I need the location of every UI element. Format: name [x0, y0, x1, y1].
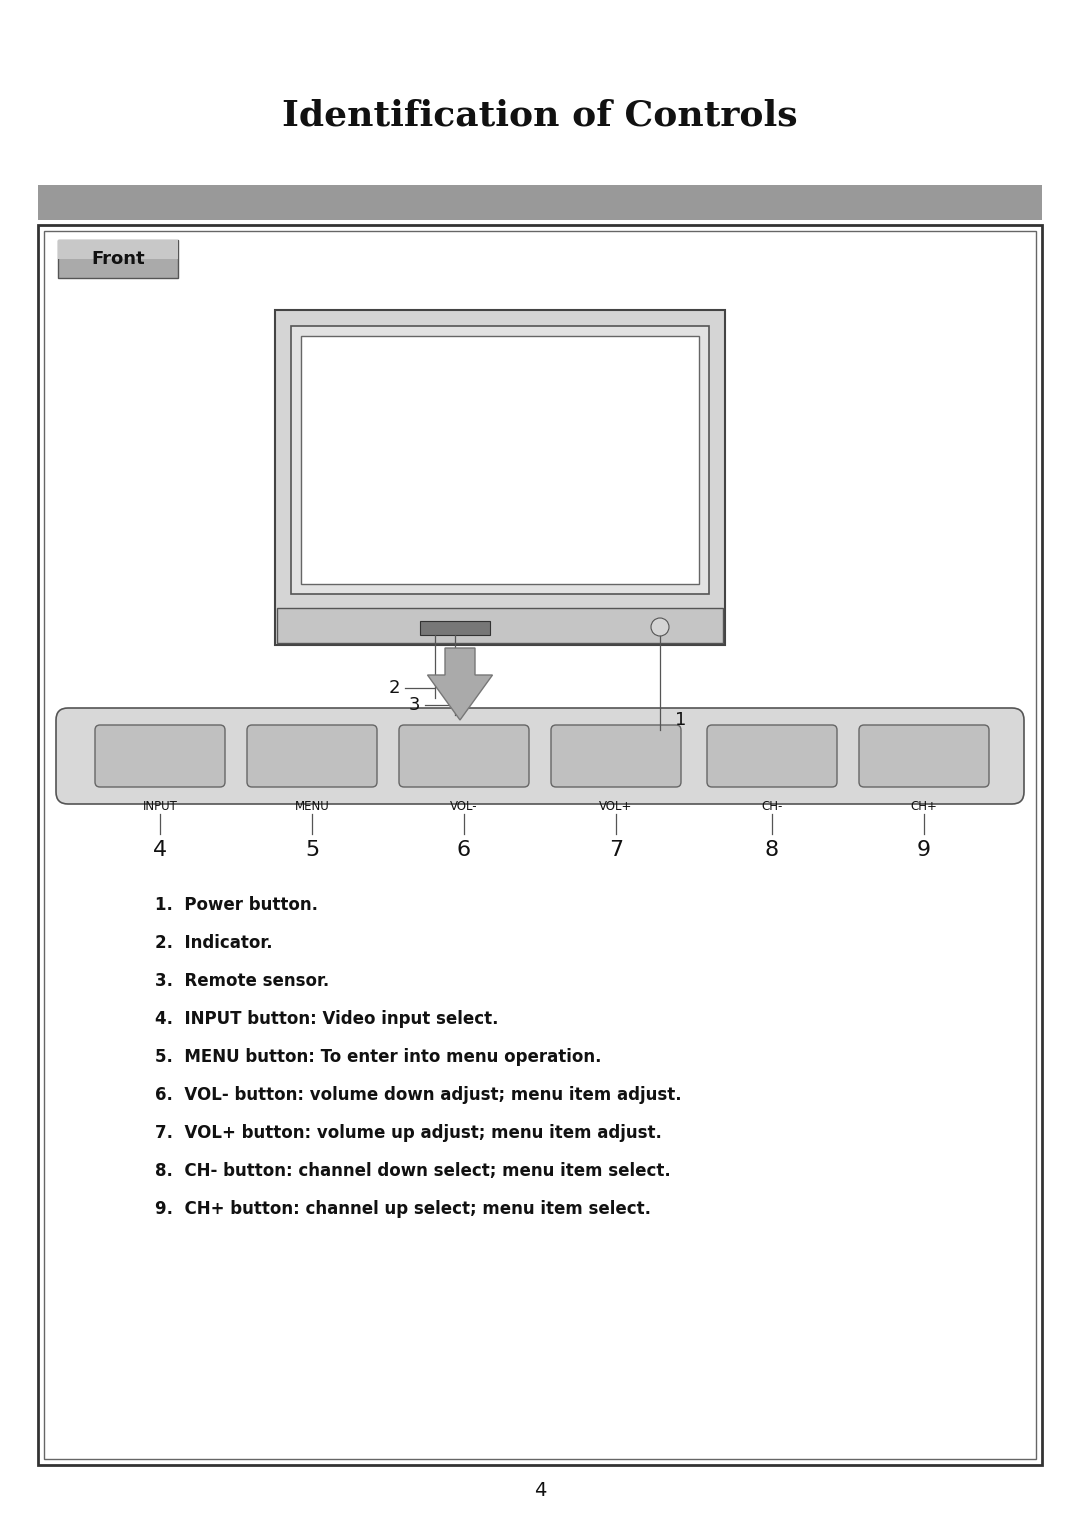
Text: 4.  INPUT button: Video input select.: 4. INPUT button: Video input select. — [156, 1010, 499, 1028]
Bar — [420, 620, 490, 636]
Text: VOL-: VOL- — [450, 801, 477, 813]
FancyBboxPatch shape — [707, 724, 837, 787]
Bar — [38, 225, 1042, 1465]
Text: 4: 4 — [534, 1481, 546, 1499]
Bar — [58, 240, 178, 260]
Text: 1: 1 — [675, 711, 687, 729]
Text: CH+: CH+ — [910, 801, 937, 813]
Text: 2: 2 — [389, 678, 400, 697]
Text: 5: 5 — [305, 840, 319, 860]
Text: 9: 9 — [917, 840, 931, 860]
Bar — [301, 336, 699, 584]
Text: INPUT: INPUT — [143, 801, 177, 813]
FancyArrow shape — [428, 648, 492, 720]
Bar — [276, 608, 723, 643]
FancyBboxPatch shape — [551, 724, 681, 787]
Text: 6: 6 — [457, 840, 471, 860]
Text: 2.  Indicator.: 2. Indicator. — [156, 934, 272, 952]
FancyBboxPatch shape — [399, 724, 529, 787]
FancyBboxPatch shape — [95, 724, 225, 787]
Bar — [44, 231, 1036, 1459]
Text: Front: Front — [91, 251, 145, 267]
Text: 8.  CH- button: channel down select; menu item select.: 8. CH- button: channel down select; menu… — [156, 1161, 671, 1180]
Text: VOL+: VOL+ — [599, 801, 633, 813]
Text: Identification of Controls: Identification of Controls — [282, 98, 798, 131]
Bar — [58, 240, 178, 278]
Text: 7.  VOL+ button: volume up adjust; menu item adjust.: 7. VOL+ button: volume up adjust; menu i… — [156, 1125, 662, 1141]
Text: CH-: CH- — [761, 801, 783, 813]
Bar — [275, 310, 725, 645]
FancyBboxPatch shape — [56, 707, 1024, 804]
Text: 9.  CH+ button: channel up select; menu item select.: 9. CH+ button: channel up select; menu i… — [156, 1199, 651, 1218]
Text: 4: 4 — [153, 840, 167, 860]
Text: 8: 8 — [765, 840, 779, 860]
Text: 7: 7 — [609, 840, 623, 860]
FancyBboxPatch shape — [859, 724, 989, 787]
FancyBboxPatch shape — [247, 724, 377, 787]
Bar — [291, 325, 708, 594]
Circle shape — [651, 617, 669, 636]
Bar — [38, 185, 1042, 220]
Text: 3.  Remote sensor.: 3. Remote sensor. — [156, 972, 329, 990]
Text: MENU: MENU — [295, 801, 329, 813]
Text: 6.  VOL- button: volume down adjust; menu item adjust.: 6. VOL- button: volume down adjust; menu… — [156, 1086, 681, 1105]
Text: 1.  Power button.: 1. Power button. — [156, 895, 318, 914]
Text: 5.  MENU button: To enter into menu operation.: 5. MENU button: To enter into menu opera… — [156, 1048, 602, 1067]
Text: 3: 3 — [408, 695, 420, 714]
